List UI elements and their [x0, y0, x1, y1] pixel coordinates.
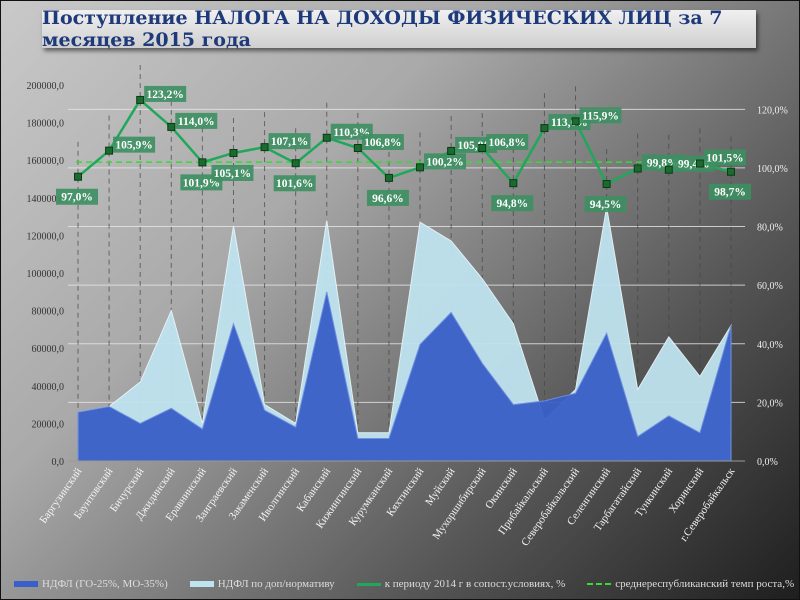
data-label-bg [486, 134, 529, 151]
growth-marker [384, 173, 393, 182]
data-label: 110,3% [333, 127, 370, 139]
chart-title: Поступление НАЛОГА НА ДОХОДЫ ФИЗИЧЕСКИХ … [42, 7, 723, 51]
data-label-bg [273, 175, 316, 192]
category-label: г.Северобайкальск [678, 465, 738, 543]
right-tick-label: 0,0% [757, 457, 778, 468]
data-label-bg [579, 107, 622, 124]
growth-marker [727, 167, 735, 176]
right-tick-label: 120,0% [757, 105, 788, 116]
growth-marker [571, 117, 580, 126]
legend-label: среднереспубликанский темп роста,% [615, 578, 795, 590]
growth-marker [322, 133, 331, 142]
title-box: Поступление НАЛОГА НА ДОХОДЫ ФИЗИЧЕСКИХ … [42, 7, 756, 51]
left-tick-label: 180000,0 [27, 119, 65, 130]
area-ndfl [77, 291, 732, 462]
right-tick-label: 40,0% [757, 340, 783, 351]
data-label: 105,1% [214, 168, 251, 180]
data-label-bg [703, 149, 746, 166]
growth-marker [478, 144, 487, 153]
legend-item-additional: НДФЛ по доп/нормативу [189, 578, 335, 590]
right-tick-label: 60,0% [757, 281, 783, 292]
data-label: 98,7% [714, 187, 746, 199]
growth-marker [136, 95, 145, 104]
data-label-bg [56, 188, 98, 205]
legend: НДФЛ (ГО-25%, МО-35%) НДФЛ по доп/нормат… [14, 578, 794, 590]
category-label: Северобайкальский [519, 466, 582, 549]
data-label: 94,8% [497, 198, 529, 210]
data-label-bg [366, 189, 409, 206]
growth-marker [198, 158, 207, 167]
growth-marker [664, 165, 673, 174]
growth-marker [260, 143, 269, 152]
left-tick-label: 0,0 [52, 457, 65, 468]
legend-item-ndfl: НДФЛ (ГО-25%, МО-35%) [14, 578, 168, 590]
growth-marker [74, 172, 82, 181]
data-label: 101,5% [706, 153, 743, 165]
left-tick-label: 200000,0 [27, 81, 65, 92]
legend-swatch [14, 581, 38, 587]
data-label: 101,9% [183, 177, 220, 189]
left-tick-label: 140000,0 [27, 194, 65, 205]
data-label: 123,2% [147, 89, 184, 101]
left-tick-label: 60000,0 [32, 344, 65, 355]
data-label-bg [491, 195, 534, 212]
growth-marker [602, 180, 611, 189]
data-label: 94,5% [590, 199, 622, 211]
data-label: 107,1% [271, 136, 308, 148]
legend-label: к периоду 2014 г в сопост.условиях, % [384, 578, 566, 590]
legend-swatch [356, 582, 381, 586]
legend-item-growth: к периоду 2014 г в сопост.условиях, % [356, 578, 566, 590]
data-label: 100,2% [426, 156, 463, 168]
data-label-bg [709, 183, 751, 200]
data-label: 105,9% [115, 140, 152, 152]
legend-swatch [189, 581, 214, 587]
left-tick-label: 100000,0 [27, 269, 65, 280]
data-label-bg [211, 164, 254, 181]
growth-marker [105, 146, 114, 155]
right-tick-label: 100,0% [757, 164, 788, 175]
data-label: 96,6% [372, 193, 404, 205]
data-label: 106,8% [364, 137, 401, 149]
data-label-bg [144, 85, 187, 102]
data-label: 97,0% [61, 192, 93, 204]
growth-marker [416, 163, 425, 172]
growth-marker [509, 179, 518, 188]
growth-marker [167, 122, 176, 131]
data-label: 114,0% [178, 116, 215, 128]
category-label: Муйский [423, 466, 457, 508]
data-label-bg [424, 153, 467, 170]
data-label-bg [268, 133, 311, 150]
growth-marker [633, 164, 642, 173]
data-label-bg [361, 134, 404, 151]
right-tick-label: 80,0% [757, 223, 783, 234]
growth-marker [353, 144, 362, 153]
growth-marker [291, 159, 300, 168]
legend-item-average: среднереспубликанский темп роста,% [587, 578, 794, 590]
growth-line [77, 98, 732, 186]
data-label-bg [113, 136, 156, 153]
legend-label: НДФЛ (ГО-25%, МО-35%) [42, 578, 168, 590]
data-label-bg [584, 196, 627, 213]
left-tick-label: 20000,0 [32, 419, 65, 430]
data-label: 115,9% [582, 110, 619, 122]
growth-marker [229, 148, 238, 157]
left-tick-label: 80000,0 [32, 307, 65, 318]
left-tick-label: 120000,0 [27, 231, 65, 242]
left-tick-label: 160000,0 [27, 156, 65, 167]
legend-label: НДФЛ по доп/нормативу [217, 578, 335, 590]
growth-marker [540, 124, 549, 133]
data-label-bg [175, 112, 218, 129]
data-label: 101,6% [276, 178, 313, 190]
right-tick-label: 20,0% [757, 398, 783, 409]
growth-marker [695, 159, 704, 168]
legend-swatch [587, 583, 612, 585]
left-tick-label: 40000,0 [32, 382, 65, 393]
growth-marker [447, 146, 456, 155]
data-label: 106,8% [489, 137, 526, 149]
